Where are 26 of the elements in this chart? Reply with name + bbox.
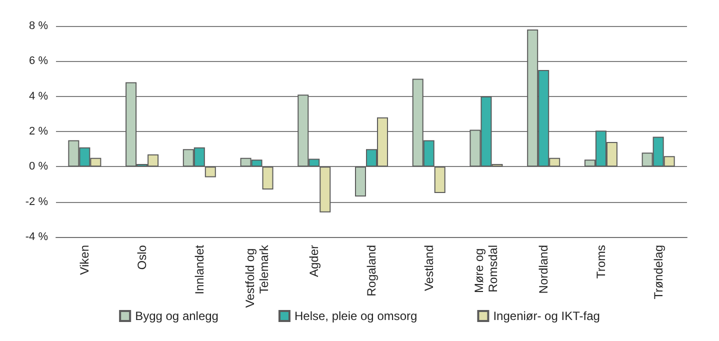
x-tick-label: Trøndelag	[651, 245, 666, 300]
y-tick-label: -2 %	[25, 196, 48, 208]
legend-label: Bygg og anlegg	[135, 309, 218, 323]
bar	[320, 166, 331, 212]
bar	[434, 166, 446, 194]
legend-label: Helse, pleie og omsorg	[294, 309, 418, 323]
bar	[204, 166, 216, 178]
x-tick-label: Vestfold og Telemark	[242, 244, 271, 308]
bar	[262, 166, 274, 190]
y-tick-label: 0 %	[29, 160, 48, 173]
x-tick-label: Møre og Romsdal	[472, 245, 500, 294]
x-tick-label: Innlandet	[192, 244, 206, 294]
x-tick-label: Agder	[307, 245, 322, 278]
y-tick-label: 6 %	[29, 55, 48, 68]
y-tick-label: 4 %	[29, 90, 48, 102]
x-tick-label: Troms	[594, 245, 608, 279]
x-tick-label: Nordland	[536, 245, 551, 294]
x-tick-label: Rogaland	[364, 245, 378, 296]
legend-label: Ingeniør- og IKT-fag	[493, 309, 600, 323]
y-tick-label: -4 %	[25, 231, 48, 243]
y-tick-label: 8 %	[29, 20, 48, 32]
x-tick-label: Viken	[78, 245, 92, 275]
x-tick-label: Vestland	[422, 245, 436, 292]
bar	[355, 166, 366, 197]
x-tick-label: Oslo	[135, 244, 150, 270]
y-tick-label: 2 %	[29, 126, 48, 138]
